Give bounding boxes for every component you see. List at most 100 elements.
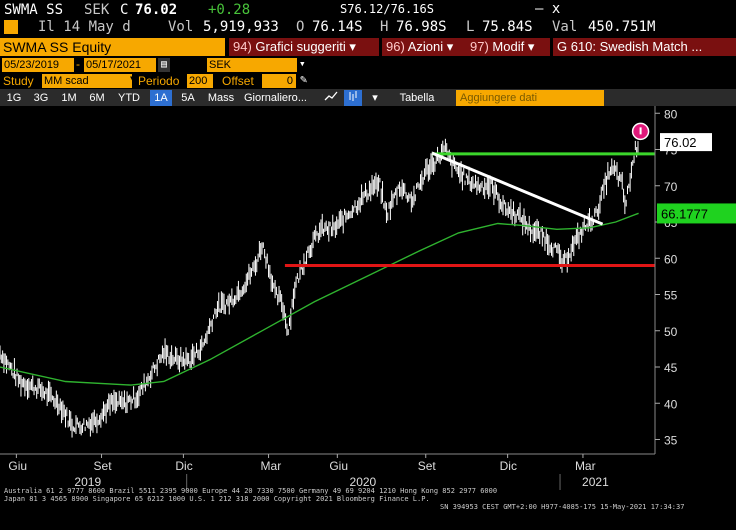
low-value: 75.84S	[482, 19, 533, 35]
x-year-label: 2020	[350, 475, 377, 489]
x-tick-label: Dic	[500, 459, 517, 473]
alert-icon[interactable]	[4, 20, 18, 34]
x-tick-label: Giu	[8, 459, 27, 473]
footer-contacts-1: Australia 61 2 9777 8600 Brazil 5511 239…	[4, 487, 498, 495]
ticker-bid-ask: S76.12/76.16S	[340, 2, 434, 16]
val-label: Val	[552, 19, 578, 35]
calendar-icon[interactable]: ▤	[158, 58, 170, 72]
range-1m[interactable]: 1M	[61, 92, 77, 104]
y-tick-label: 35	[664, 434, 678, 448]
vol-label: Vol	[168, 19, 194, 35]
y-tick-label: 50	[664, 325, 678, 339]
end-date-input[interactable]: 05/17/2021	[84, 58, 156, 72]
bar-chart-icon[interactable]	[344, 90, 362, 106]
moving-average-line	[0, 212, 639, 386]
footer-session: SN 394953 CEST GMT+2:00 H977-4085-175 15…	[440, 503, 685, 511]
last-price-tag	[660, 133, 712, 152]
range-5a[interactable]: 5A	[181, 92, 195, 104]
y-tick-label: 60	[664, 252, 678, 266]
open-value: 76.14S	[312, 19, 363, 35]
x-tick-label: Mar	[261, 459, 282, 473]
range-1g[interactable]: 1G	[6, 92, 22, 104]
menu-label: Azioni	[407, 39, 444, 54]
high-value: 76.98S	[396, 19, 447, 35]
x-year-label: 2021	[582, 475, 609, 489]
period-label: Periodo	[138, 74, 180, 88]
header-row: SWMA SS Equity 94) Grafici suggeriti ▾ 9…	[0, 38, 736, 56]
vol-value: 5,919,933	[203, 19, 279, 35]
menu-chart-name[interactable]: G 610: Swedish Match ...	[553, 38, 736, 56]
y-tick-label: 80	[664, 107, 678, 121]
y-tick-label: 40	[664, 397, 678, 411]
ellipsis: ...	[297, 92, 307, 104]
close-x[interactable]: – x	[535, 1, 561, 17]
ticker-change: +0.28	[208, 2, 251, 18]
menu-label: G 610: Swedish Match ...	[557, 39, 703, 54]
range-ytd[interactable]: YTD	[118, 92, 140, 104]
add-data-input[interactable]: Aggiungere dati	[456, 90, 604, 106]
menu-actions[interactable]: 96) Azioni ▾	[382, 38, 478, 56]
ticker-close-flag: C	[120, 2, 129, 18]
range-toolbar: 1G 3G 1M 6M YTD 1A 5A Mass Giornaliero..…	[0, 89, 736, 107]
ticker-bar: SWMA SS SEK C 76.02 +0.28 S76.12/76.16S …	[0, 0, 736, 38]
y-tick-label: 45	[664, 361, 678, 375]
low-label: L	[466, 19, 475, 35]
range-3g[interactable]: 3G	[33, 92, 49, 104]
menu-num: 94)	[233, 39, 252, 54]
ticker-currency: SEK	[84, 2, 110, 18]
currency-select[interactable]: SEK	[207, 58, 297, 72]
open-label: O	[296, 19, 305, 35]
y-tick-label: 55	[664, 289, 678, 303]
date-row: 05/23/2019 - 05/17/2021 ▤ SEK ▾ ↶ ↷	[0, 56, 736, 128]
start-date-input[interactable]: 05/23/2019	[2, 58, 74, 72]
study-row: Study MM scad ▾ Periodo 200 Offset 0 ✎	[0, 72, 736, 91]
last-price-tag-label: 76.02	[664, 135, 697, 150]
study-select[interactable]: MM scad	[42, 74, 132, 88]
x-year-label: 2019	[74, 475, 101, 489]
x-tick-label: Set	[418, 459, 437, 473]
dropdown-arrow-icon: ▾	[349, 39, 356, 54]
menu-label: Modif	[492, 39, 525, 54]
high-label: H	[380, 19, 389, 35]
menu-num: 97)	[470, 39, 489, 54]
dropdown-arrow-icon: ▾	[446, 39, 454, 54]
menu-edit[interactable]: 97) Modif ▾	[466, 38, 550, 56]
dropdown-arrow-icon: ▾	[527, 39, 535, 54]
x-tick-label: Giu	[329, 459, 348, 473]
offset-input[interactable]: 0	[262, 74, 296, 88]
price-chart[interactable]: 35404550556065707580 GiuSetDicMarGiuSetD…	[0, 106, 736, 530]
ticker-symbol: SWMA SS	[4, 2, 64, 18]
price-bars	[0, 138, 639, 438]
menu-num: 96)	[386, 39, 405, 54]
menu-suggested-charts[interactable]: 94) Grafici suggeriti ▾	[229, 38, 379, 56]
ma-value-tag	[657, 203, 736, 224]
table-button[interactable]: Tabella	[399, 92, 435, 104]
security-title[interactable]: SWMA SS Equity	[0, 38, 225, 56]
granularity-select[interactable]: Giornaliero...	[244, 90, 314, 106]
granularity-label: Giornaliero	[244, 92, 298, 104]
range-6m[interactable]: 6M	[89, 92, 105, 104]
x-tick-label: Dic	[175, 459, 192, 473]
chevron-down-icon[interactable]: ▾	[129, 73, 136, 84]
val-value: 450.751M	[588, 19, 656, 35]
offset-label: Offset	[222, 74, 254, 88]
pencil-icon[interactable]: ✎	[300, 72, 308, 86]
study-label: Study	[3, 74, 34, 88]
x-tick-label: Mar	[575, 459, 596, 473]
range-1a[interactable]: 1A	[150, 90, 172, 106]
chevron-down-icon[interactable]: ▾	[372, 92, 378, 104]
footer-contacts-2: Japan 81 3 4565 8900 Singapore 65 6212 1…	[4, 495, 430, 503]
x-tick-label: Set	[94, 459, 113, 473]
chevron-down-icon[interactable]: ▾	[299, 57, 306, 70]
menu-label: Grafici suggeriti	[255, 39, 346, 54]
ticker-date: Il 14 May d	[38, 19, 131, 35]
range-max[interactable]: Mass	[207, 92, 235, 104]
y-tick-label: 70	[664, 180, 678, 194]
x-axis: Giu Set Dic Mar Giu Set Dic Mar 2019 2020 2021	[0, 453, 655, 490]
trend-line	[431, 151, 604, 226]
date-separator: -	[76, 57, 80, 71]
price-tags: 76.02 66.1777	[631, 122, 736, 224]
line-chart-icon[interactable]	[320, 90, 342, 106]
ticker-last-price: 76.02	[135, 2, 178, 18]
period-input[interactable]: 200	[187, 74, 213, 88]
